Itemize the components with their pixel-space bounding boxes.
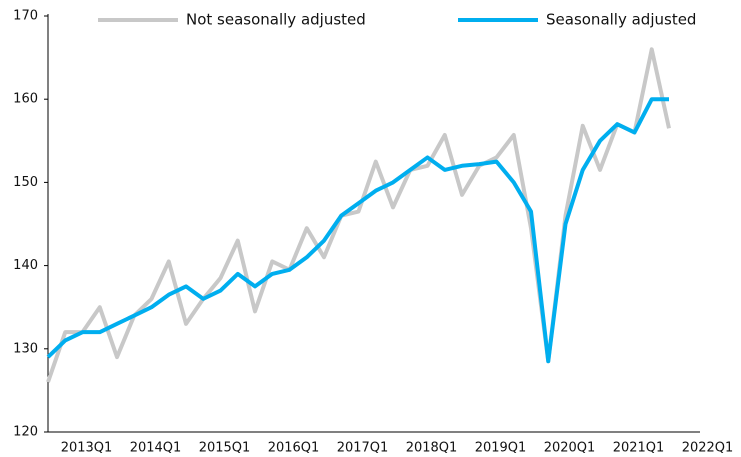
legend-label: Not seasonally adjusted bbox=[186, 11, 366, 29]
x-tick-label: 2013Q1 bbox=[61, 441, 113, 456]
x-tick-label: 2017Q1 bbox=[337, 441, 389, 456]
y-tick-label: 120 bbox=[13, 425, 38, 440]
y-tick-label: 170 bbox=[13, 9, 38, 24]
series-line bbox=[46, 47, 671, 383]
x-tick-label: 2020Q1 bbox=[544, 441, 596, 456]
x-tick-label: 2018Q1 bbox=[406, 441, 458, 456]
y-tick-label: 160 bbox=[13, 92, 38, 107]
y-tick-label: 150 bbox=[13, 175, 38, 190]
y-tick-label: 130 bbox=[13, 341, 38, 356]
series-line bbox=[46, 97, 669, 364]
x-tick-label: 2015Q1 bbox=[199, 441, 251, 456]
x-tick-label: 2016Q1 bbox=[268, 441, 320, 456]
x-tick-label: 2021Q1 bbox=[613, 441, 665, 456]
x-tick-label: 2019Q1 bbox=[475, 441, 527, 456]
x-tick-label: 2022Q1 bbox=[682, 441, 734, 456]
y-tick-label: 140 bbox=[13, 258, 38, 273]
legend-label: Seasonally adjusted bbox=[546, 11, 696, 29]
x-tick-label: 2014Q1 bbox=[130, 441, 182, 456]
